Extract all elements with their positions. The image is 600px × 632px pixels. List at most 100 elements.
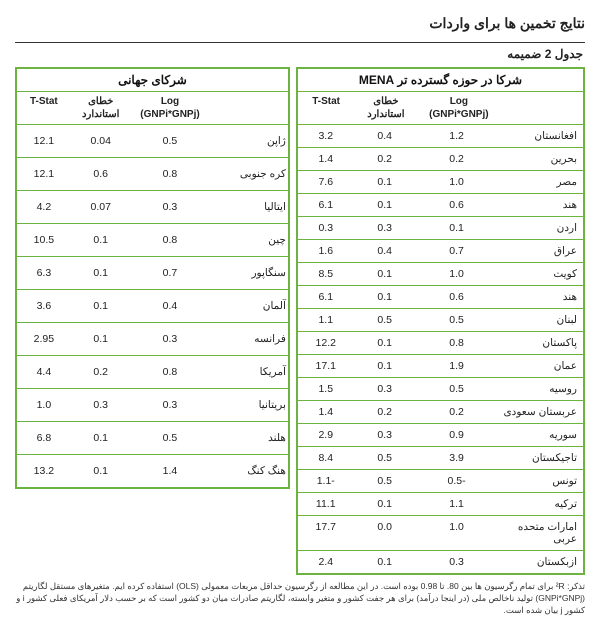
tables-container: شرکا در حوزه گسترده تر MENA Log (GNPi*GN…	[15, 67, 585, 575]
table-row: تونس-0.50.5-1.1	[298, 470, 583, 493]
cell-name: هنگ کنگ	[209, 455, 288, 487]
table-row: چین0.80.110.5	[17, 224, 288, 257]
cell-name: پاکستان	[497, 332, 583, 354]
cell-log: 1.1	[416, 493, 498, 515]
cell-log: 0.3	[131, 389, 210, 421]
cell-t: 1.4	[298, 401, 354, 423]
col-header-log: Log (GNPi*GNPj)	[417, 92, 500, 124]
table-row: روسیه0.50.31.5	[298, 378, 583, 401]
cell-t: 6.3	[17, 257, 71, 289]
cell-name: آمریکا	[209, 356, 288, 388]
col-header-se: خطای استاندارد	[71, 92, 131, 124]
cell-log: 0.5	[416, 309, 498, 331]
cell-se: 0.5	[354, 447, 416, 469]
cell-t: 1.6	[298, 240, 354, 262]
cell-log: 0.2	[416, 148, 498, 170]
cell-name: آلمان	[209, 290, 288, 322]
cell-t: 7.6	[298, 171, 354, 193]
cell-log: 0.3	[131, 323, 210, 355]
table-row: لبنان0.50.51.1	[298, 309, 583, 332]
cell-t: 4.2	[17, 191, 71, 223]
mena-rows: افغانستان1.20.43.2بحرین0.20.21.4مصر1.00.…	[298, 125, 583, 573]
world-column-headers: Log (GNPi*GNPj) خطای استاندارد T-Stat	[17, 92, 288, 125]
table-row: ازبکستان0.30.12.4	[298, 551, 583, 573]
cell-log: 0.5	[131, 422, 210, 454]
col-header-se: خطای استاندارد	[354, 92, 417, 124]
table-row: کویت1.00.18.5	[298, 263, 583, 286]
cell-log: 0.4	[131, 290, 210, 322]
cell-name: بحرین	[497, 148, 583, 170]
table-row: آلمان0.40.13.6	[17, 290, 288, 323]
cell-log: 0.8	[416, 332, 498, 354]
cell-name: کره جنوبی	[209, 158, 288, 190]
cell-se: 0.0	[354, 516, 416, 550]
cell-se: 0.1	[71, 224, 131, 256]
table-row: عمان1.90.117.1	[298, 355, 583, 378]
cell-se: 0.1	[354, 286, 416, 308]
col-header-log: Log (GNPi*GNPj)	[131, 92, 210, 124]
table-row: بحرین0.20.21.4	[298, 148, 583, 171]
table-label: جدول 2 ضمیمه	[15, 42, 585, 65]
cell-log: 1.2	[416, 125, 498, 147]
table-row: ایتالیا0.30.074.2	[17, 191, 288, 224]
cell-t: 8.4	[298, 447, 354, 469]
col-header-t: T-Stat	[17, 92, 71, 124]
cell-name: تونس	[497, 470, 583, 492]
cell-log: 0.3	[416, 551, 498, 573]
cell-name: روسیه	[497, 378, 583, 400]
cell-se: 0.1	[354, 332, 416, 354]
cell-name: امارات متحده عربی	[497, 516, 583, 550]
cell-se: 0.5	[354, 470, 416, 492]
cell-log: 0.2	[416, 401, 498, 423]
cell-se: 0.3	[354, 424, 416, 446]
cell-log: 0.8	[131, 224, 210, 256]
cell-t: 1.5	[298, 378, 354, 400]
cell-se: 0.4	[354, 125, 416, 147]
cell-log: 1.0	[416, 263, 498, 285]
table-row: عربستان سعودی0.20.21.4	[298, 401, 583, 424]
cell-log: -0.5	[416, 470, 498, 492]
cell-log: 0.9	[416, 424, 498, 446]
cell-se: 0.1	[354, 355, 416, 377]
cell-t: 2.4	[298, 551, 354, 573]
table-row: فرانسه0.30.12.95	[17, 323, 288, 356]
table-row: کره جنوبی0.80.612.1	[17, 158, 288, 191]
cell-t: 2.95	[17, 323, 71, 355]
cell-name: عمان	[497, 355, 583, 377]
cell-se: 0.3	[71, 389, 131, 421]
cell-name: بریتانیا	[209, 389, 288, 421]
cell-se: 0.3	[354, 378, 416, 400]
cell-name: هلند	[209, 422, 288, 454]
cell-log: 0.1	[416, 217, 498, 239]
mena-column-headers: Log (GNPi*GNPj) خطای استاندارد T-Stat	[298, 92, 583, 125]
cell-se: 0.6	[71, 158, 131, 190]
cell-name: اردن	[497, 217, 583, 239]
cell-t: 8.5	[298, 263, 354, 285]
cell-se: 0.5	[354, 309, 416, 331]
cell-t: 1.1	[298, 309, 354, 331]
world-table: شرکای جهانی Log (GNPi*GNPj) خطای استاندا…	[15, 67, 290, 489]
world-table-title: شرکای جهانی	[17, 69, 288, 92]
cell-log: 0.7	[416, 240, 498, 262]
cell-log: 1.0	[416, 171, 498, 193]
cell-se: 0.1	[71, 455, 131, 487]
cell-se: 0.1	[71, 257, 131, 289]
cell-t: 4.4	[17, 356, 71, 388]
table-row: سوریه0.90.32.9	[298, 424, 583, 447]
footnote: تذکر: ²R برای تمام رگرسیون ها بین 80. تا…	[15, 581, 585, 617]
cell-name: سنگاپور	[209, 257, 288, 289]
cell-t: 6.8	[17, 422, 71, 454]
table-row: اردن0.10.30.3	[298, 217, 583, 240]
cell-se: 0.1	[354, 194, 416, 216]
cell-name: چین	[209, 224, 288, 256]
table-row: آمریکا0.80.24.4	[17, 356, 288, 389]
cell-t: 11.1	[298, 493, 354, 515]
page-title: نتایج تخمین ها برای واردات	[15, 15, 585, 32]
table-row: تاجیکستان3.90.58.4	[298, 447, 583, 470]
table-row: عراق0.70.41.6	[298, 240, 583, 263]
cell-se: 0.3	[354, 217, 416, 239]
cell-t: 12.1	[17, 158, 71, 190]
cell-se: 0.2	[354, 401, 416, 423]
cell-se: 0.1	[71, 422, 131, 454]
cell-name: افغانستان	[497, 125, 583, 147]
